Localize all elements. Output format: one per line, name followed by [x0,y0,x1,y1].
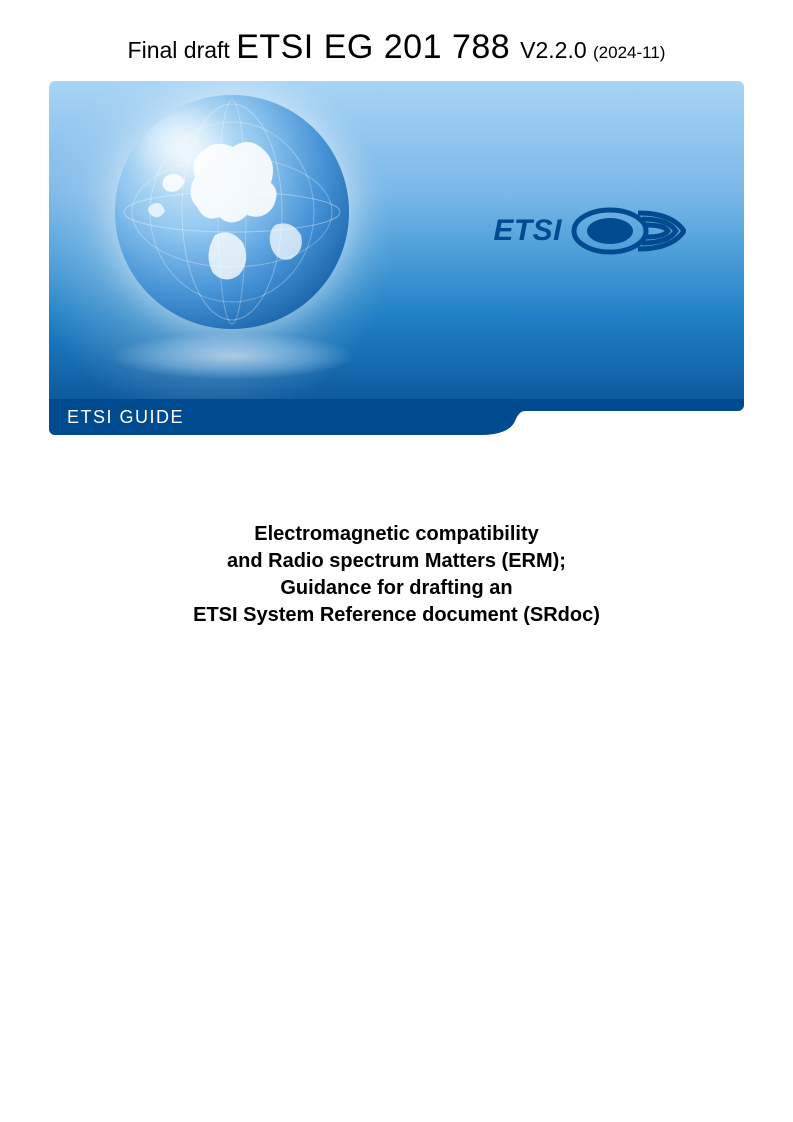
banner-label-curve [479,399,525,435]
subtitle-line-4: ETSI System Reference document (SRdoc) [90,602,703,629]
globe-icon [115,95,349,329]
banner-label-row: ETSI GUIDE [49,399,744,435]
globe-base-glow [113,333,353,379]
subtitle-line-2: and Radio spectrum Matters (ERM); [90,548,703,575]
title-prefix: Final draft [128,37,237,63]
subtitle-line-3: Guidance for drafting an [90,575,703,602]
title-main: ETSI EG 201 788 [236,28,520,66]
document-title-block: Final draft ETSI EG 201 788 V2.2.0 (2024… [0,0,793,81]
banner-image: ETSI [49,81,744,399]
banner-label: ETSI GUIDE [49,399,479,435]
etsi-logo: ETSI [493,205,686,257]
subtitle-line-1: Electromagnetic compatibility [90,521,703,548]
banner-label-end [524,399,744,411]
banner-container: ETSI ETSI GUIDE [49,81,744,435]
etsi-logo-text: ETSI [493,214,562,248]
document-subtitle-block: Electromagnetic compatibility and Radio … [0,521,793,629]
title-date: (2024-11) [593,43,665,62]
etsi-logo-swoosh-icon [568,205,686,257]
title-version: V2.2.0 [520,37,593,63]
